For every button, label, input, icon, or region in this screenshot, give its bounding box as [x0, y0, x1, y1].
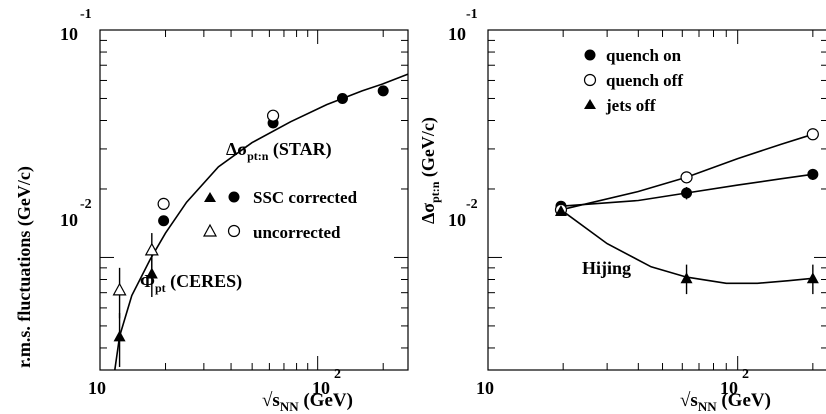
- data-point-filled-triangle: [806, 272, 819, 284]
- right-ytick-top-exp: -1: [466, 7, 478, 22]
- left-xtick-10: 10: [88, 378, 106, 398]
- right-xlabel: √sNN (GeV): [680, 390, 771, 414]
- data-point-open-circle: [266, 109, 280, 122]
- data-point-open-triangle: [144, 242, 159, 256]
- right-ytick-mid-exp: -2: [466, 197, 478, 212]
- left-xtick-100-exp: 2: [334, 367, 341, 382]
- data-point-open-circle: [157, 197, 170, 210]
- right-fit-curve: [560, 133, 814, 211]
- left-legend: SSC corrected uncorrected: [202, 188, 358, 242]
- data-point-open-triangle: [112, 282, 127, 296]
- left-xlabel: √sNN (GeV): [262, 390, 353, 414]
- data-point-open-circle: [806, 128, 819, 141]
- right-chart: 10 -1 10 -2 10 10 2 Δσpt:n (GeV/c) √sNN …: [418, 7, 826, 414]
- left-data-points: [112, 85, 389, 367]
- left-ytick-mid: 10: [60, 210, 78, 230]
- right-xtick-100-exp: 2: [742, 367, 749, 382]
- right-ytick-mid: 10: [448, 210, 466, 230]
- data-point-filled-circle: [807, 168, 819, 180]
- right-hijing-annotation: Hijing: [582, 258, 631, 278]
- left-xtick-100: 10: [312, 378, 330, 398]
- legend-quench-off-marker: [583, 73, 597, 87]
- left-ytick-top-exp: -1: [80, 7, 92, 22]
- legend-label-jets-off: jets off: [605, 96, 656, 115]
- right-data-points: [554, 128, 819, 295]
- right-plot-frame: [487, 29, 826, 371]
- left-ceres-annotation: Φpt (CERES): [140, 271, 242, 295]
- legend-label-uncorrected: uncorrected: [253, 223, 341, 242]
- data-point-filled-triangle: [680, 272, 693, 284]
- right-legend: quench on quench off jets off: [583, 46, 683, 115]
- left-chart: 10 -1 10 -2 10 10 2 r.m.s. fluctuations …: [14, 7, 409, 414]
- legend-open-triangle: [202, 223, 218, 237]
- right-fit-curve: [560, 173, 813, 207]
- data-point-filled-circle: [158, 215, 170, 227]
- legend-label-quench-off: quench off: [606, 71, 683, 90]
- right-ylabel: Δσpt:n (GeV/c): [418, 117, 442, 224]
- data-point-filled-triangle: [113, 330, 126, 342]
- left-star-annotation: Δσpt:n (STAR): [226, 139, 332, 163]
- legend-quench-on-marker: [584, 49, 596, 61]
- data-point-open-circle: [680, 171, 693, 184]
- right-fit-curve: [560, 209, 813, 285]
- left-ytick-mid-exp: -2: [80, 197, 92, 212]
- legend-jets-off-marker: [584, 99, 596, 109]
- right-ytick-top: 10: [448, 24, 466, 44]
- left-ticks: [99, 29, 408, 370]
- data-point-filled-triangle: [145, 267, 158, 279]
- right-fit-curves: [560, 133, 814, 285]
- legend-open-circle: [227, 224, 241, 238]
- left-plot-frame: [99, 29, 409, 371]
- legend-label-quench-on: quench on: [606, 46, 682, 65]
- left-ytick-top: 10: [60, 24, 78, 44]
- data-point-filled-triangle: [554, 205, 567, 217]
- left-ylabel: r.m.s. fluctuations (GeV/c): [14, 166, 35, 368]
- right-xtick-100: 10: [720, 378, 738, 398]
- legend-label-corrected: SSC corrected: [253, 188, 358, 207]
- legend-filled-triangle: [204, 192, 216, 202]
- left-fit-curve: [114, 73, 409, 371]
- legend-filled-circle: [228, 191, 240, 203]
- right-xtick-10: 10: [476, 378, 494, 398]
- data-point-filled-circle: [377, 85, 389, 97]
- data-point-filled-circle: [336, 92, 348, 104]
- data-point-filled-circle: [681, 187, 693, 199]
